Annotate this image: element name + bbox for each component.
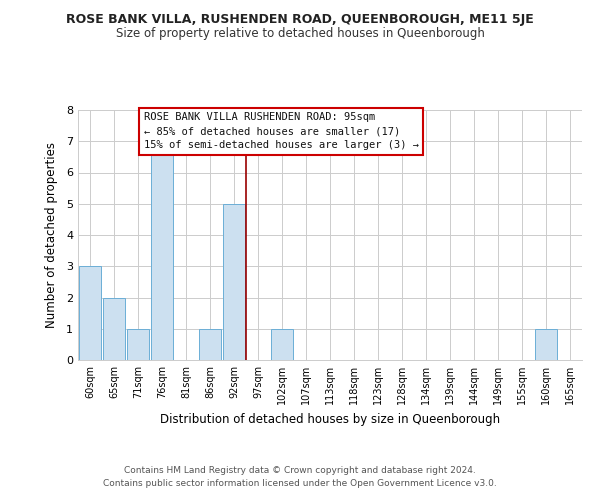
Text: ROSE BANK VILLA, RUSHENDEN ROAD, QUEENBOROUGH, ME11 5JE: ROSE BANK VILLA, RUSHENDEN ROAD, QUEENBO…: [66, 12, 534, 26]
Y-axis label: Number of detached properties: Number of detached properties: [44, 142, 58, 328]
Bar: [199, 329, 221, 360]
Bar: [127, 329, 149, 360]
Bar: [271, 329, 293, 360]
Text: ROSE BANK VILLA RUSHENDEN ROAD: 95sqm
← 85% of detached houses are smaller (17)
: ROSE BANK VILLA RUSHENDEN ROAD: 95sqm ← …: [143, 112, 419, 150]
Bar: [103, 298, 125, 360]
Bar: [79, 266, 101, 360]
Text: Contains HM Land Registry data © Crown copyright and database right 2024.
Contai: Contains HM Land Registry data © Crown c…: [103, 466, 497, 487]
Text: Size of property relative to detached houses in Queenborough: Size of property relative to detached ho…: [116, 28, 484, 40]
Bar: [223, 204, 245, 360]
X-axis label: Distribution of detached houses by size in Queenborough: Distribution of detached houses by size …: [160, 412, 500, 426]
Bar: [535, 329, 557, 360]
Bar: [151, 141, 173, 360]
